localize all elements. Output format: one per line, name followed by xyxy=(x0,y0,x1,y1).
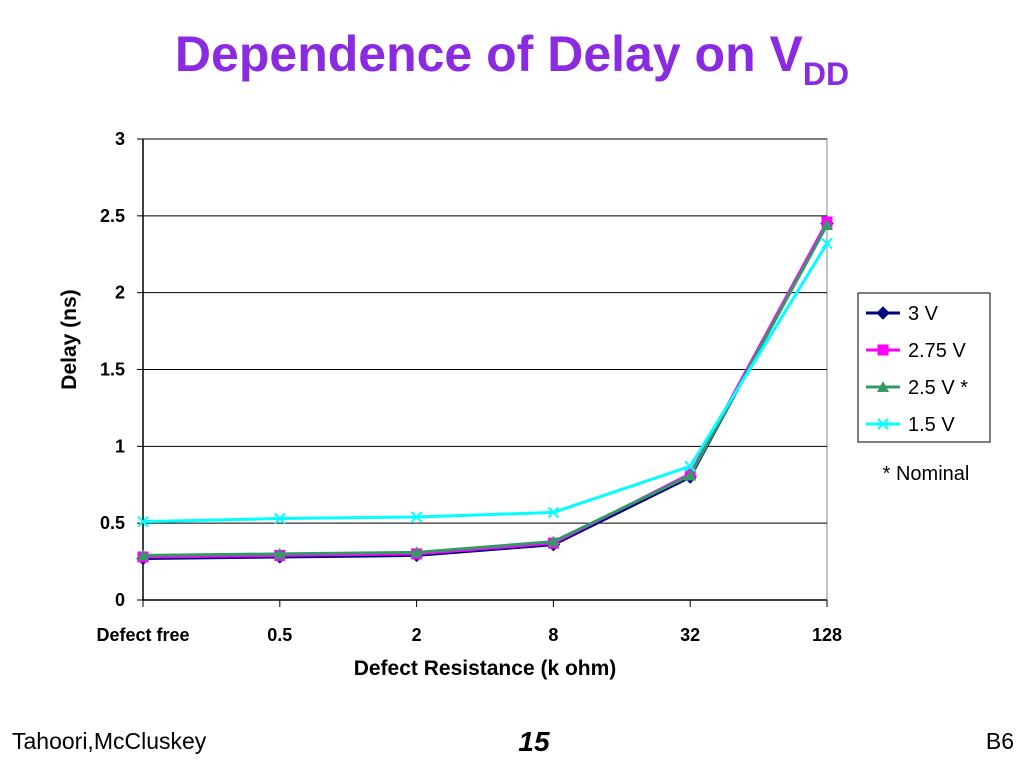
x-marker xyxy=(547,506,560,519)
x-tick-label: 128 xyxy=(812,625,842,645)
triangle-marker xyxy=(684,469,697,481)
x-marker xyxy=(274,512,286,525)
y-tick-label: 3 xyxy=(115,129,125,149)
x-tick-label: 0.5 xyxy=(267,625,292,645)
x-tick-label: 2 xyxy=(412,625,422,645)
series-line-3 xyxy=(142,242,829,524)
triangle-marker xyxy=(877,381,889,392)
y-tick-label: 2.5 xyxy=(100,206,125,226)
x-marker xyxy=(877,418,889,430)
y-axis-title: Delay (ns) xyxy=(58,289,81,389)
legend-label: 2.5 V * xyxy=(908,377,968,399)
slide-title: Dependence of Delay on VDD xyxy=(0,22,1024,106)
nominal-note: * Nominal xyxy=(883,463,970,485)
triangle-marker xyxy=(547,535,560,547)
y-tick-label: 0 xyxy=(115,590,125,610)
footer-page-number: 15 xyxy=(518,726,550,757)
legend-frame xyxy=(857,292,991,443)
series-line-2 xyxy=(142,224,829,557)
plot-area: 0 0.5 1 1.5 2 2.5 3 Defect free 0.5 2 8 32 128 Defect… xyxy=(58,129,842,680)
title-subscript: DD xyxy=(802,56,850,92)
diamond-marker xyxy=(876,306,890,320)
x-tick-label: 8 xyxy=(548,625,558,645)
title-main: Dependence of Delay on V xyxy=(174,26,803,82)
legend-label: 3 V xyxy=(908,303,939,325)
y-tick-label: 2 xyxy=(115,283,125,303)
triangle-marker xyxy=(273,547,286,559)
x-tick-label: Defect free xyxy=(96,625,189,645)
chart-legend: 3 V 2.75 V 2.5 V * 1.5 V xyxy=(857,292,991,443)
x-marker xyxy=(137,515,149,528)
square-marker xyxy=(877,344,889,356)
y-tick-label: 0.5 xyxy=(100,513,125,533)
legend-label: 1.5 V xyxy=(908,414,955,436)
footer-slide-id: B6 xyxy=(985,728,1014,754)
x-marker xyxy=(410,511,423,523)
x-marker xyxy=(821,237,833,250)
legend-label: 2.75 V xyxy=(908,340,966,362)
y-tick-label: 1 xyxy=(115,436,125,456)
triangle-marker xyxy=(821,219,833,231)
triangle-marker xyxy=(410,546,423,558)
footer-authors: Tahoori,McCluskey xyxy=(12,728,207,754)
x-axis-title: Defect Resistance (k ohm) xyxy=(354,657,617,680)
y-tick-label: 1.5 xyxy=(100,360,125,380)
triangle-marker xyxy=(137,549,149,561)
x-marker xyxy=(684,460,696,473)
series-line-0 xyxy=(142,222,829,561)
series-line-1 xyxy=(142,221,829,559)
x-tick-label: 32 xyxy=(680,625,700,645)
